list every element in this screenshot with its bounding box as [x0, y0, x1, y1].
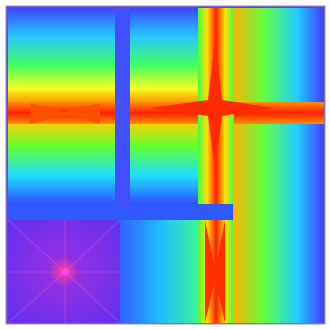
left-pinch — [30, 103, 100, 124]
radial-lines — [7, 219, 121, 324]
bottom-pinch — [205, 220, 225, 323]
vertical-bar — [115, 8, 130, 205]
bottom-middle-region — [120, 220, 205, 323]
center-point — [62, 269, 68, 275]
right-region — [232, 8, 324, 323]
star — [150, 40, 275, 170]
horizontal-bar — [8, 204, 233, 220]
